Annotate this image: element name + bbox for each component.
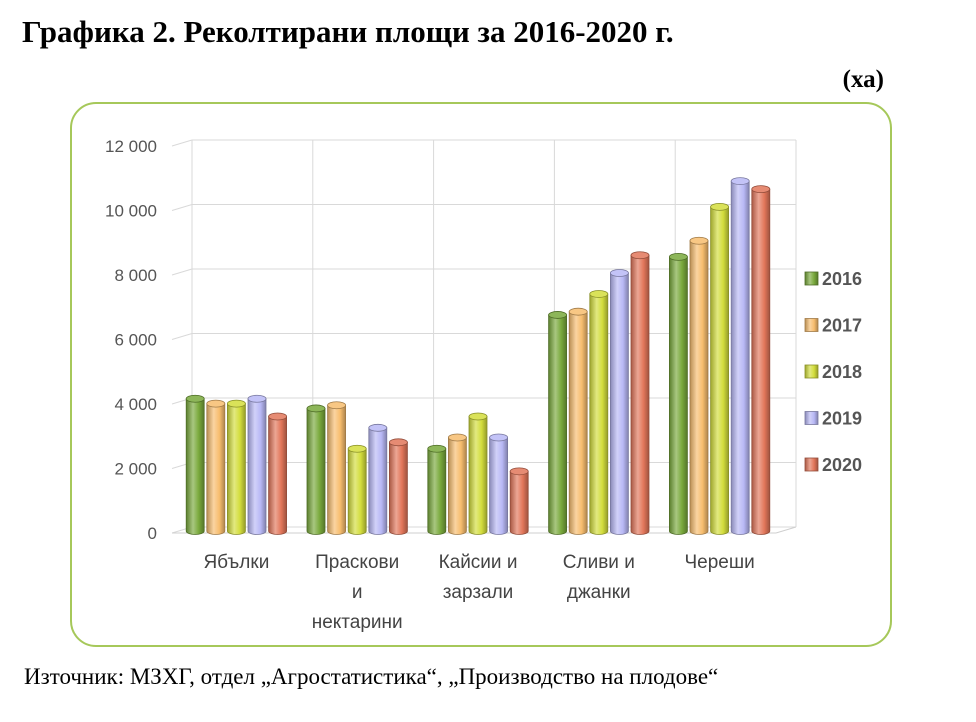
- bar-2016-4: [669, 252, 688, 535]
- legend: 2016 2017 2018 2019 2020: [804, 269, 862, 475]
- y-tick-label: 10 000: [105, 202, 157, 221]
- y-tick-label: 6 000: [114, 331, 157, 350]
- category-label: Ябълки: [203, 552, 269, 573]
- category-label: Кайсии и зарзали: [439, 552, 518, 603]
- category-label: Сливи и джанки: [563, 552, 635, 603]
- y-axis: 0 2 000 4 000 6 000 8 000 10 000 12 000: [105, 137, 157, 543]
- unit-label: (ха): [842, 66, 884, 93]
- legend-label: 2018: [822, 362, 862, 382]
- category-label: Череши: [684, 552, 754, 573]
- bar-2019-1: [368, 423, 388, 535]
- bar-2017-2: [447, 433, 467, 535]
- category-labels: Ябълки Праскови и нектарини Кайсии и зарзали С…: [203, 552, 754, 633]
- bars: [185, 177, 771, 535]
- legend-swatch: [804, 364, 819, 379]
- bar-2020-0: [268, 412, 288, 535]
- floor-edge-right: [775, 526, 797, 534]
- y-tick-label: 2 000: [114, 460, 157, 479]
- legend-item-2018: 2018: [804, 362, 862, 382]
- bar-2019-4: [730, 177, 750, 535]
- category-label: Праскови и нектарини: [312, 552, 403, 633]
- gridline-depth: [171, 204, 193, 211]
- legend-swatch: [804, 411, 819, 425]
- y-tick-label: 4 000: [114, 395, 157, 414]
- bar-2016-1: [306, 404, 326, 535]
- chart-title: Графика 2. Реколтирани площи за 2016-202…: [22, 14, 674, 49]
- bar-2017-0: [206, 399, 226, 535]
- y-tick-label: 8 000: [114, 266, 157, 285]
- legend-item-2019: 2019: [804, 409, 862, 429]
- bar-2016-0: [185, 394, 205, 535]
- legend-swatch: [804, 457, 819, 472]
- y-tick-label: 12 000: [105, 137, 157, 156]
- bar-2018-0: [226, 399, 246, 535]
- gridline-depth: [171, 333, 193, 340]
- legend-item-2016: 2016: [804, 269, 862, 289]
- bar-2019-3: [610, 269, 629, 535]
- bar-2018-4: [710, 202, 729, 535]
- bar-2020-2: [509, 467, 529, 535]
- bar-2020-4: [751, 185, 771, 535]
- bar-2020-3: [630, 251, 650, 535]
- bar-2019-0: [247, 394, 267, 535]
- legend-item-2017: 2017: [804, 316, 862, 336]
- legend-item-2020: 2020: [804, 455, 862, 475]
- bar-2016-2: [427, 444, 447, 535]
- source-note: Източник: МЗХГ, отдел „Агростатистика“, …: [24, 664, 719, 689]
- legend-label: 2020: [822, 455, 862, 475]
- bar-2017-1: [327, 401, 347, 535]
- bar-2017-4: [689, 236, 709, 535]
- legend-swatch: [804, 318, 819, 332]
- gridline-depth: [171, 268, 193, 276]
- legend-swatch: [804, 271, 819, 286]
- gridline-depth: [171, 139, 193, 147]
- bar-2016-3: [548, 311, 567, 535]
- bar-2019-2: [489, 433, 509, 535]
- legend-label: 2016: [822, 269, 862, 289]
- bar-2020-1: [388, 438, 408, 535]
- legend-label: 2017: [822, 316, 862, 336]
- bar-2017-3: [568, 307, 588, 535]
- bar-2018-3: [589, 290, 609, 535]
- bar-2018-2: [468, 412, 488, 535]
- y-tick-label: 0: [148, 524, 157, 543]
- bar-chart: 0 2 000 4 000 6 000 8 000 10 000 12 000 Ябълки…: [105, 137, 862, 633]
- bar-2018-1: [347, 444, 367, 535]
- legend-label: 2019: [822, 409, 862, 429]
